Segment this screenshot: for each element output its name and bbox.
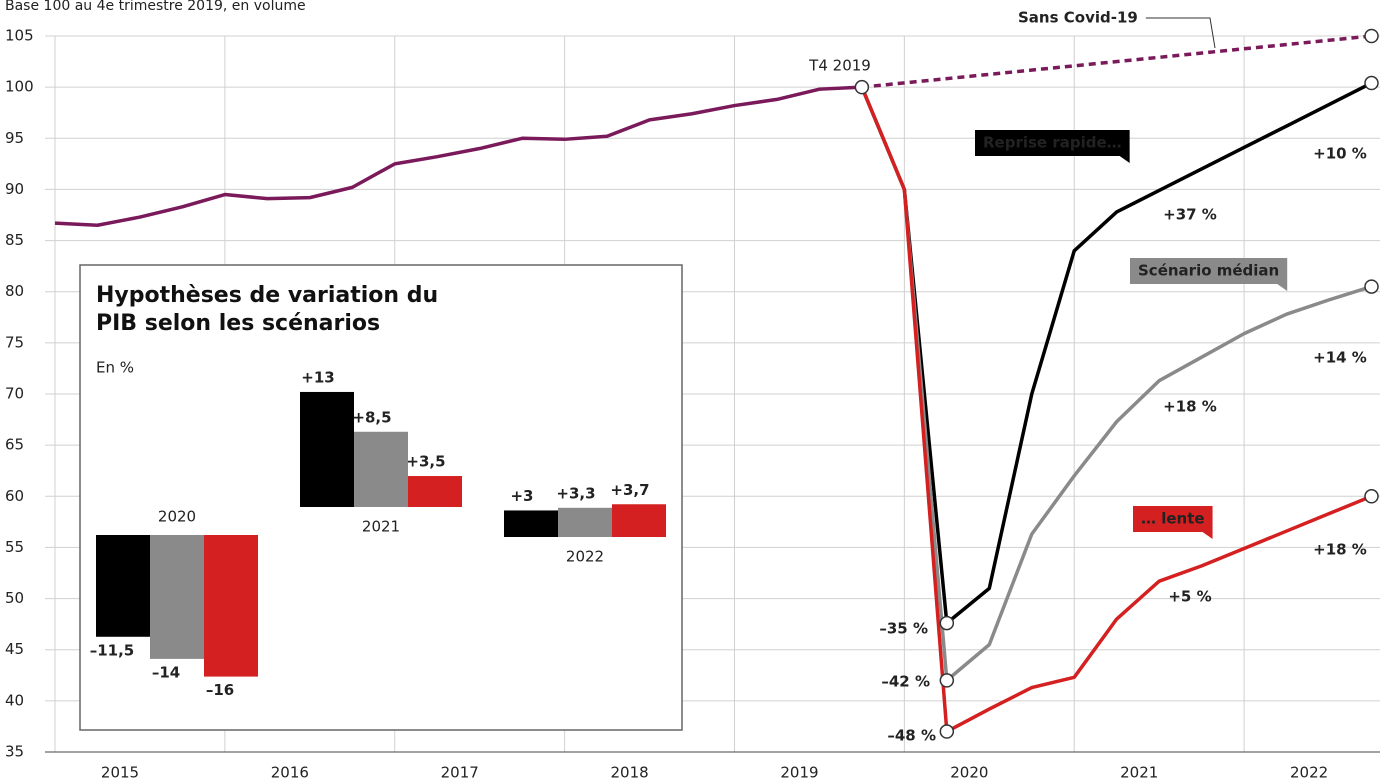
bar [354,431,408,507]
point-marker [1364,28,1379,44]
x-tick-label: 2017 [441,764,479,782]
x-tick-label: 2020 [950,764,988,782]
y-tick-label: 60 [5,487,24,505]
bar [408,476,462,507]
legend-label: … lente [1141,510,1205,528]
annotation: +18 % [1313,541,1367,559]
y-tick-label: 55 [5,538,24,556]
bar [612,504,666,537]
value-label: +8,5 [352,408,391,426]
legend-box [1130,258,1288,284]
annotation: –48 % [887,727,936,745]
value-label: +3 [510,487,533,505]
point-marker [854,79,870,95]
bar [204,535,258,677]
x-tick-label: 2022 [1290,764,1328,782]
category-label: 2022 [566,548,604,566]
annotation: +14 % [1313,349,1367,367]
bar [150,535,204,659]
y-tick-label: 80 [5,282,24,300]
inset-subtitle: En % [96,359,134,377]
x-tick-label: 2016 [271,764,309,782]
legend-label: Scénario médian [1138,262,1279,280]
point-marker [939,615,955,631]
value-label: –14 [152,663,180,681]
legend-leader [1145,17,1216,49]
legend-tail [1119,156,1130,163]
annotation: T4 2019 [808,57,871,75]
bar [300,391,354,507]
legend-tail [1202,532,1213,539]
line-series [860,86,1373,683]
category-label: 2021 [362,518,400,536]
y-tick-label: 65 [5,436,24,454]
y-tick-label: 75 [5,333,24,351]
y-tick-label: 40 [5,691,24,709]
y-tick-label: 90 [5,180,24,198]
annotation: +5 % [1168,588,1211,606]
point-marker [939,673,955,688]
bar [504,510,558,537]
x-tick-label: 2019 [780,764,818,782]
legend-box [975,130,1130,156]
value-label: +3,3 [556,484,595,502]
x-tick-label: 2021 [1120,764,1158,782]
value-label: –16 [206,681,234,699]
y-tick-label: 35 [5,743,24,761]
annotation: +10 % [1313,145,1367,163]
legend-label: Reprise rapide… [983,134,1122,152]
line-series [860,81,1373,625]
y-tick-label: 50 [5,589,24,607]
value-label: +13 [301,368,334,386]
annotation: +37 % [1163,206,1217,224]
y-tick-label: 45 [5,640,24,658]
y-tick-label: 85 [5,231,24,249]
annotation: –35 % [879,620,928,638]
legend-tail [1277,284,1288,291]
annotation: –42 % [881,673,930,691]
x-tick-label: 2015 [101,764,139,782]
inset-title: Hypothèses de variation du PIB selon les… [96,283,439,336]
y-tick-label: 70 [5,385,24,403]
bar [558,507,612,537]
annotation: +18 % [1163,398,1217,416]
line-series [54,85,862,227]
legend-label: Sans Covid-19 [1018,9,1138,27]
line-series [861,34,1372,89]
point-marker [1364,489,1379,504]
inset-title-box: Hypothèses de variation du PIB selon les… [96,283,439,336]
point-marker [1364,75,1379,91]
bar [96,535,150,637]
y-tick-label: 105 [5,27,34,45]
y-tick-label: 95 [5,129,24,147]
value-label: –11,5 [90,641,135,659]
category-label: 2020 [158,508,196,526]
legend-box [1133,506,1213,532]
value-label: +3,7 [610,481,649,499]
line-series [860,86,1373,734]
point-marker [939,724,955,739]
value-label: +3,5 [406,453,445,471]
x-tick-label: 2018 [611,764,649,782]
y-tick-label: 100 [5,78,34,96]
chart-subtitle: Base 100 au 4e trimestre 2019, en volume [5,0,306,14]
point-marker [1364,279,1379,294]
